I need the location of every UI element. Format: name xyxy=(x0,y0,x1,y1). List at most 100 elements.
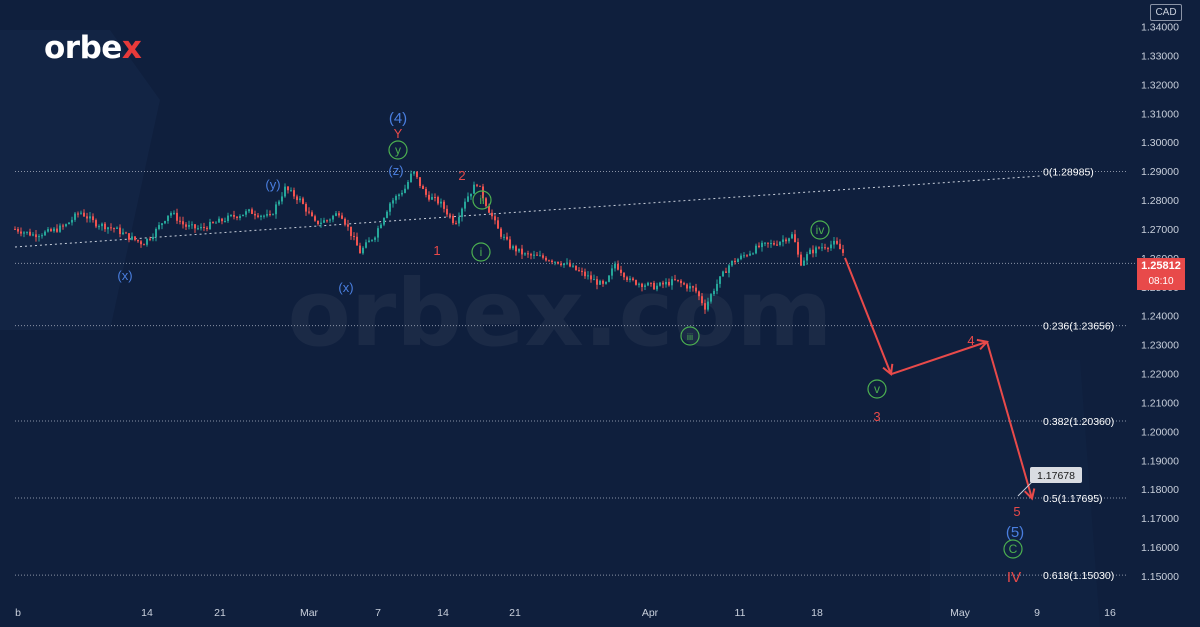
wave-label-circle xyxy=(388,140,408,160)
candle-body xyxy=(668,281,670,286)
candle-body xyxy=(353,235,355,237)
candle-body xyxy=(728,265,730,273)
candle-body xyxy=(83,212,85,217)
candle-body xyxy=(113,228,115,230)
candle-body xyxy=(368,240,370,243)
y-tick-label: 1.21000 xyxy=(1141,397,1179,409)
candle-body xyxy=(485,198,487,206)
candle-body xyxy=(758,245,760,248)
y-tick-label: 1.27000 xyxy=(1141,224,1179,236)
x-tick-label: 7 xyxy=(375,607,381,619)
candle-body xyxy=(530,254,532,256)
candle-body xyxy=(416,171,418,178)
candle-body xyxy=(434,197,436,199)
current-price-value: 1.25812 xyxy=(1141,260,1181,272)
candle-body xyxy=(680,280,682,284)
target-callout-box xyxy=(1030,467,1082,483)
currency-badge[interactable]: CAD xyxy=(1150,4,1182,21)
y-tick-label: 1.15000 xyxy=(1141,571,1179,583)
candle-body xyxy=(209,221,211,230)
candle-body xyxy=(833,240,835,245)
candle-body xyxy=(794,234,796,243)
candle-body xyxy=(74,213,76,220)
candle-body xyxy=(332,215,334,220)
candle-body xyxy=(638,283,640,285)
candle-body xyxy=(38,236,40,238)
candle-body xyxy=(86,216,88,219)
forecast-arrow xyxy=(986,341,1032,499)
candle-body xyxy=(320,222,322,225)
candle-body xyxy=(596,279,598,285)
candle-body xyxy=(287,186,289,191)
candle-body xyxy=(566,262,568,264)
candle-body xyxy=(713,290,715,295)
candle-body xyxy=(269,214,271,216)
candle-body xyxy=(128,233,130,240)
wave-label: 1 xyxy=(433,243,440,258)
candle-body xyxy=(41,235,43,237)
candle-body xyxy=(515,246,517,252)
wave-label: y xyxy=(395,143,401,157)
candle-body xyxy=(785,239,787,242)
candle-body xyxy=(419,177,421,186)
candle-body xyxy=(617,263,619,270)
wave-label: iii xyxy=(687,332,693,343)
wave-label: ii xyxy=(479,193,484,207)
y-tick-label: 1.28000 xyxy=(1141,195,1179,207)
target-callout-label: 1.17678 xyxy=(1037,470,1075,482)
logo-x: x xyxy=(121,30,142,66)
candle-body xyxy=(137,239,139,242)
candle-body xyxy=(314,216,316,221)
candle-body xyxy=(35,234,37,238)
candle-body xyxy=(602,280,604,284)
candle-body xyxy=(329,219,331,221)
candle-body xyxy=(77,213,79,215)
wave-label: 5 xyxy=(1013,504,1020,519)
candle-body xyxy=(359,245,361,254)
candle-body xyxy=(50,229,52,232)
candle-body xyxy=(605,281,607,284)
candle-body xyxy=(98,226,100,228)
candle-body xyxy=(104,223,106,230)
candle-body xyxy=(392,200,394,204)
candle-body xyxy=(779,241,781,245)
candle-body xyxy=(305,203,307,212)
candle-body xyxy=(665,281,667,285)
candle-body xyxy=(32,234,34,236)
candle-body xyxy=(239,216,241,219)
candle-body xyxy=(776,244,778,246)
candle-body xyxy=(212,221,214,223)
candle-body xyxy=(797,242,799,255)
candle-body xyxy=(572,265,574,267)
candle-body xyxy=(365,242,367,248)
candle-body xyxy=(821,247,823,249)
candle-body xyxy=(284,186,286,197)
candle-body xyxy=(731,260,733,266)
candle-body xyxy=(701,296,703,304)
y-tick-label: 1.18000 xyxy=(1141,484,1179,496)
y-tick-label: 1.29000 xyxy=(1141,166,1179,178)
candle-body xyxy=(302,198,304,204)
candle-body xyxy=(719,276,721,284)
candle-body xyxy=(722,271,724,277)
candle-body xyxy=(323,220,325,223)
wave-label: v xyxy=(874,382,880,396)
candle-body xyxy=(542,255,544,258)
candle-body xyxy=(815,247,817,254)
candle-body xyxy=(788,238,790,242)
candle-body xyxy=(242,214,244,217)
wave-label: (4) xyxy=(389,110,407,127)
candle-body xyxy=(737,259,739,263)
candle-body xyxy=(413,171,415,174)
candle-body xyxy=(62,225,64,227)
candle-body xyxy=(152,236,154,240)
candle-body xyxy=(473,184,475,194)
candle-body xyxy=(44,231,46,236)
candle-body xyxy=(227,215,229,222)
candle-body xyxy=(830,244,832,249)
candle-body xyxy=(674,279,676,281)
candle-body xyxy=(446,208,448,215)
candle-body xyxy=(488,205,490,213)
candle-body xyxy=(698,291,700,297)
